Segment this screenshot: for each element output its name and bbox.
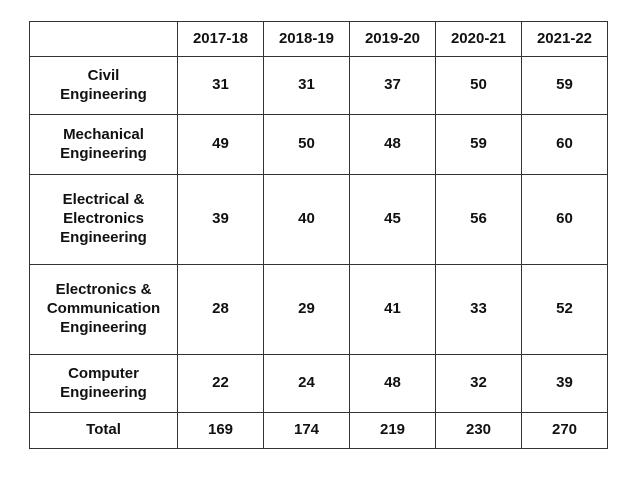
row-label: Electronics & Communication Engineering xyxy=(29,264,178,355)
data-cell: 48 xyxy=(349,114,436,175)
data-cell: 39 xyxy=(177,174,264,265)
data-cell: 28 xyxy=(177,264,264,355)
data-cell: 24 xyxy=(263,354,350,413)
total-row-label: Total xyxy=(29,412,178,449)
data-cell: 45 xyxy=(349,174,436,265)
data-cell: 48 xyxy=(349,354,436,413)
data-cell: 60 xyxy=(521,174,608,265)
column-header-2020-21: 2020-21 xyxy=(435,21,522,57)
data-cell: 33 xyxy=(435,264,522,355)
data-cell: 52 xyxy=(521,264,608,355)
corner-cell xyxy=(29,21,178,57)
data-cell: 22 xyxy=(177,354,264,413)
data-cell: 29 xyxy=(263,264,350,355)
row-label: Mechanical Engineering xyxy=(29,114,178,175)
admissions-by-year-table: 2017-18 2018-19 2019-20 2020-21 2021-22 … xyxy=(29,21,608,449)
column-header-2021-22: 2021-22 xyxy=(521,21,608,57)
total-cell: 169 xyxy=(177,412,264,449)
table-row-computer-engineering: Computer Engineering 22 24 48 32 39 xyxy=(29,354,608,413)
data-cell: 31 xyxy=(263,56,350,115)
row-label: Electrical & Electronics Engineering xyxy=(29,174,178,265)
data-cell: 59 xyxy=(521,56,608,115)
data-cell: 37 xyxy=(349,56,436,115)
table-row-civil-engineering: Civil Engineering 31 31 37 50 59 xyxy=(29,56,608,115)
column-header-2019-20: 2019-20 xyxy=(349,21,436,57)
data-cell: 32 xyxy=(435,354,522,413)
total-cell: 219 xyxy=(349,412,436,449)
table-row-electrical-electronics-engineering: Electrical & Electronics Engineering 39 … xyxy=(29,174,608,265)
data-cell: 31 xyxy=(177,56,264,115)
data-cell: 50 xyxy=(435,56,522,115)
data-cell: 41 xyxy=(349,264,436,355)
table-row-electronics-communication-engineering: Electronics & Communication Engineering … xyxy=(29,264,608,355)
data-cell: 59 xyxy=(435,114,522,175)
data-cell: 60 xyxy=(521,114,608,175)
data-cell: 56 xyxy=(435,174,522,265)
total-cell: 230 xyxy=(435,412,522,449)
row-label: Civil Engineering xyxy=(29,56,178,115)
data-cell: 39 xyxy=(521,354,608,413)
column-header-2017-18: 2017-18 xyxy=(177,21,264,57)
data-cell: 49 xyxy=(177,114,264,175)
table-row-total: Total 169 174 219 230 270 xyxy=(29,412,608,449)
header-row: 2017-18 2018-19 2019-20 2020-21 2021-22 xyxy=(29,21,608,57)
data-cell: 40 xyxy=(263,174,350,265)
data-cell: 50 xyxy=(263,114,350,175)
column-header-2018-19: 2018-19 xyxy=(263,21,350,57)
total-cell: 270 xyxy=(521,412,608,449)
row-label: Computer Engineering xyxy=(29,354,178,413)
table-row-mechanical-engineering: Mechanical Engineering 49 50 48 59 60 xyxy=(29,114,608,175)
total-cell: 174 xyxy=(263,412,350,449)
